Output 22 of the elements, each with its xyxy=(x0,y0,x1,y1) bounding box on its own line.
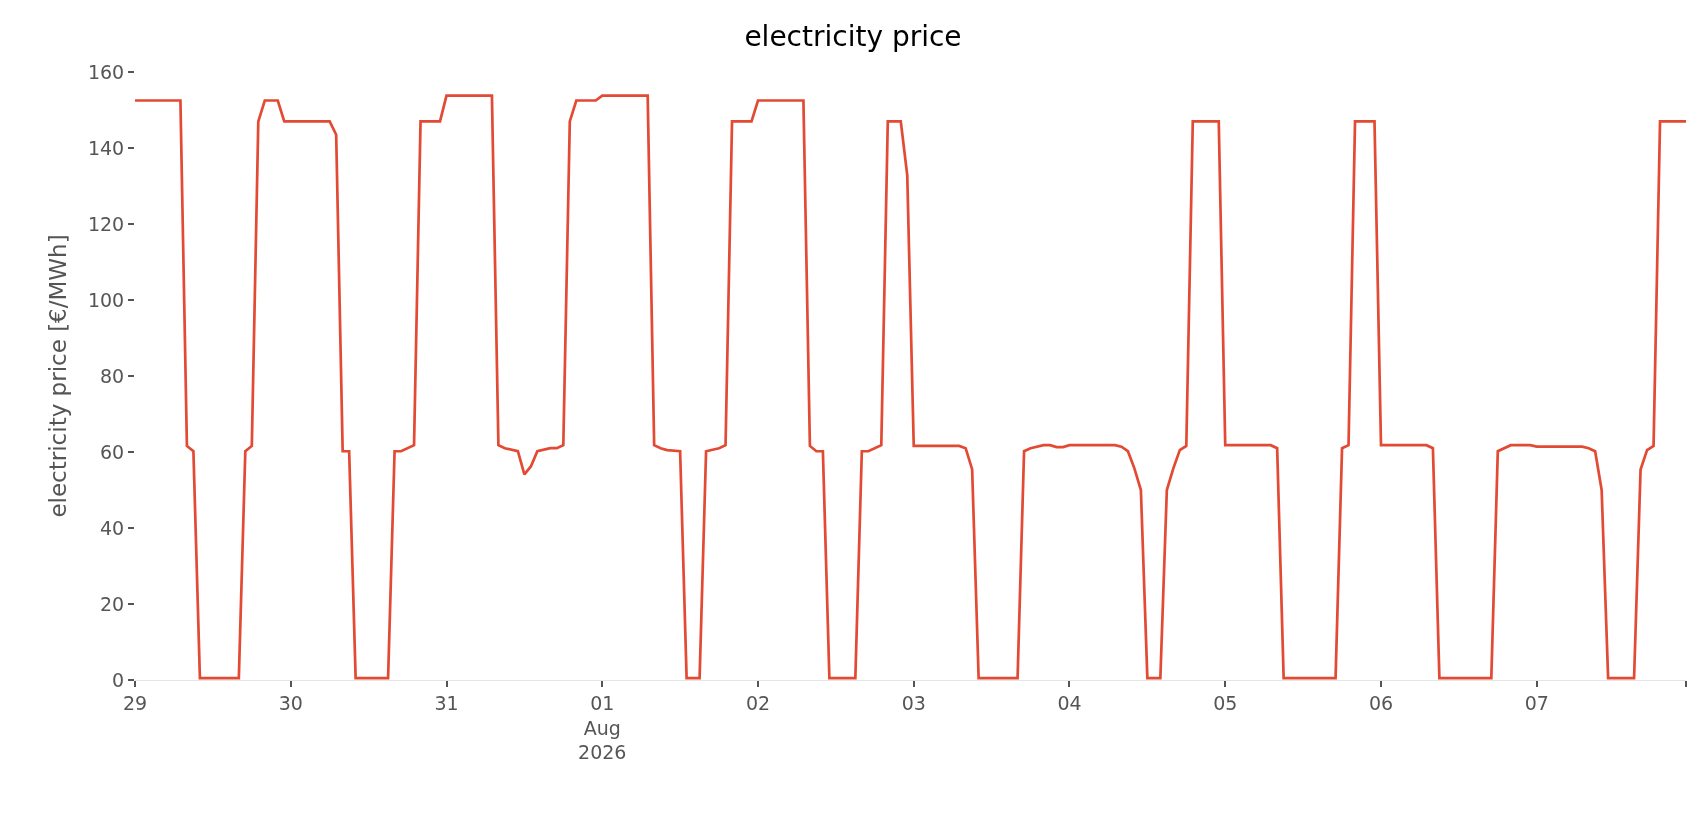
x-tick-label: 04 xyxy=(1057,691,1082,714)
line-series xyxy=(135,94,1686,680)
x-tick-label: 31 xyxy=(434,691,459,714)
x-tick-label: 07 xyxy=(1524,691,1549,714)
y-tick-label: 140 xyxy=(87,136,125,159)
x-tick-label: 06 xyxy=(1368,691,1394,714)
y-tick-label: 80 xyxy=(100,364,125,387)
chart-title: electricity price xyxy=(744,20,962,54)
x-tick-label: 30 xyxy=(278,691,303,714)
y-tick-label: 40 xyxy=(100,516,125,539)
x-tick-label: 03 xyxy=(901,691,926,714)
y-tick-label: 160 xyxy=(87,60,125,83)
y-tick-label: 20 xyxy=(100,592,125,615)
x-tick-label: 05 xyxy=(1213,691,1238,714)
x-tick-label: 01 Aug 2026 xyxy=(578,691,627,764)
y-tick-label: 120 xyxy=(87,212,125,235)
x-tick-label: 29 xyxy=(122,691,148,714)
y-axis-title: electricity price [€/MWh] xyxy=(45,234,72,518)
y-tick-label: 100 xyxy=(87,288,125,311)
y-tick-label: 60 xyxy=(100,440,125,463)
x-tick-label: 02 xyxy=(745,691,771,714)
y-tick-label: 0 xyxy=(112,668,125,691)
